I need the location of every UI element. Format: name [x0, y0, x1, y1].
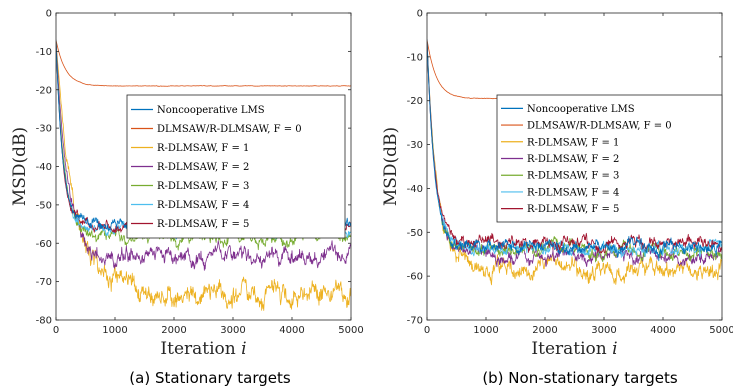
series-line-3	[56, 39, 351, 311]
y-tick-label: -20	[407, 96, 423, 107]
x-tick-label: 5000	[338, 325, 363, 336]
legend-box	[126, 94, 346, 239]
y-tick-label: -20	[36, 85, 52, 96]
series-line-2	[427, 39, 722, 100]
x-tick-label: 5000	[709, 325, 733, 336]
y-tick-label: -70	[36, 277, 52, 288]
y-tick-label: -40	[407, 184, 423, 195]
legend-box	[496, 94, 723, 223]
x-tick-label: 3000	[220, 325, 245, 336]
y-tick-label: -40	[36, 162, 52, 173]
legend-label: Noncooperative LMS	[157, 105, 265, 116]
legend-label: Noncooperative LMS	[527, 104, 635, 115]
y-tick-label: -10	[407, 52, 423, 63]
x-tick-label: 1000	[102, 325, 127, 336]
legend-label: R-DLMSAW, F = 4	[527, 187, 619, 198]
legend-label: DLMSAW/R-DLMSAW, F = 0	[527, 121, 672, 132]
chart-panel-2: 0 1000 2000 3000 4000 5000 0 -10 -20 -30 -40 -50 -60…	[381, 9, 733, 388]
y-tick-label: -30	[36, 124, 52, 135]
series-line-3	[427, 39, 722, 286]
y-tick-label: -10	[36, 47, 52, 58]
legend: Noncooperative LMS DLMSAW/R-DLMSAW, F = 0…	[126, 94, 346, 239]
series-line-2	[56, 39, 351, 87]
panel-caption: (a) Stationary targets	[129, 369, 291, 387]
x-tick-label: 2000	[161, 325, 186, 336]
y-tick-label: -80	[36, 316, 52, 327]
legend-label: R-DLMSAW, F = 1	[157, 143, 249, 154]
panel-caption: (b) Non-stationary targets	[482, 369, 678, 387]
y-tick-label: -60	[407, 272, 423, 283]
series-line-5	[427, 39, 722, 263]
x-tick-label: 0	[424, 325, 430, 336]
y-tick-label: -60	[36, 239, 52, 250]
legend-label: R-DLMSAW, F = 3	[157, 181, 249, 192]
legend-label: DLMSAW/R-DLMSAW, F = 0	[157, 124, 302, 135]
legend-label: R-DLMSAW, F = 2	[157, 162, 249, 173]
y-tick-label: -30	[407, 140, 423, 151]
x-tick-label: 4000	[650, 325, 675, 336]
legend-label: R-DLMSAW, F = 1	[527, 137, 619, 148]
legend-label: R-DLMSAW, F = 4	[157, 200, 249, 211]
series-line-1	[427, 39, 722, 262]
legend: Noncooperative LMS DLMSAW/R-DLMSAW, F = 0…	[496, 94, 723, 223]
legend-label: R-DLMSAW, F = 2	[527, 154, 619, 165]
x-tick-label: 0	[53, 325, 59, 336]
y-tick-label: -70	[407, 316, 423, 327]
legend-label: R-DLMSAW, F = 5	[157, 219, 249, 230]
y-axis-label: MSD(dB)	[10, 127, 30, 206]
series-line-4	[427, 39, 722, 268]
x-tick-label: 1000	[473, 325, 498, 336]
y-tick-label: 0	[46, 9, 52, 20]
x-axis-label: Iteration i	[160, 339, 246, 359]
legend-label: R-DLMSAW, F = 3	[527, 171, 619, 182]
y-tick-label: -50	[36, 200, 52, 211]
y-axis-label: MSD(dB)	[381, 127, 401, 206]
y-tick-label: -50	[407, 228, 423, 239]
x-tick-label: 3000	[591, 325, 616, 336]
x-axis-label: Iteration i	[531, 339, 617, 359]
chart-panel-1: 0 1000 2000 3000 4000 5000 0 -10 -20 -30 -40 -50 -60…	[10, 9, 364, 388]
x-tick-label: 2000	[532, 325, 557, 336]
legend-label: R-DLMSAW, F = 5	[527, 204, 619, 215]
series-line-4	[56, 39, 351, 271]
x-tick-label: 4000	[279, 325, 304, 336]
y-tick-label: 0	[417, 9, 423, 20]
